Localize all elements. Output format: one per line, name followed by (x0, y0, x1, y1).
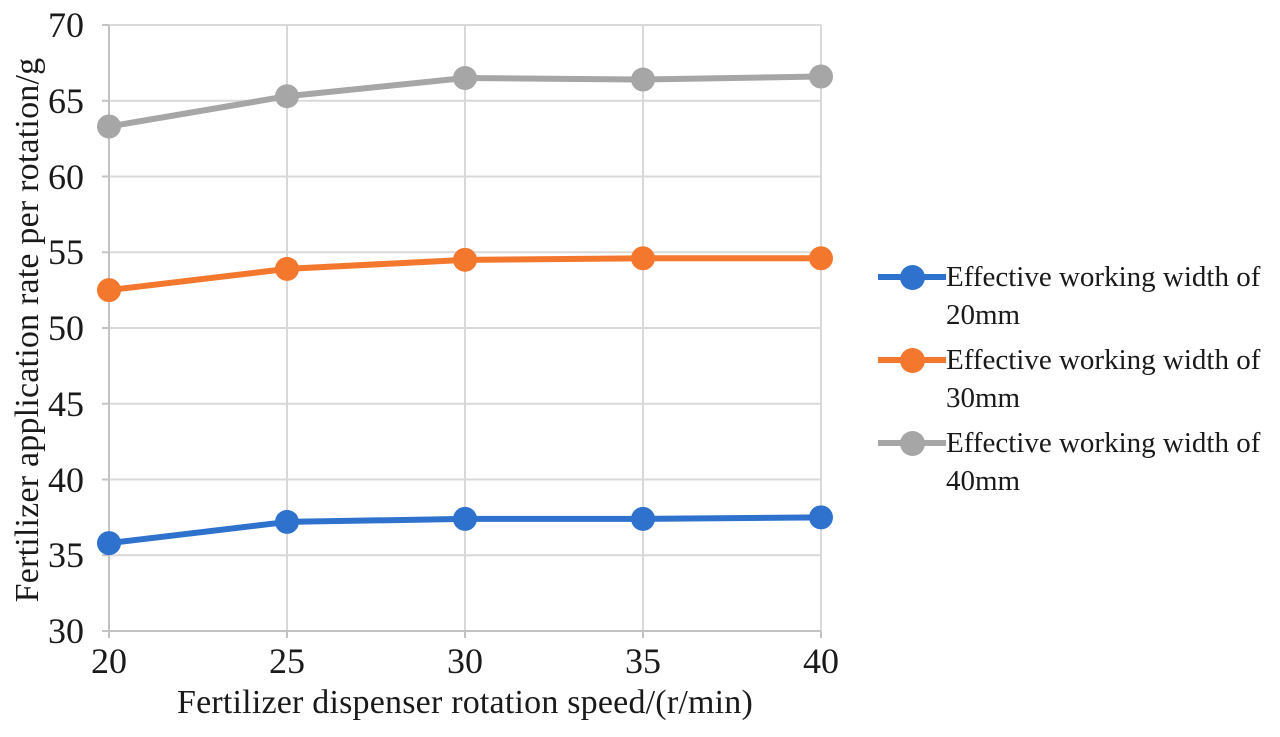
y-tick-label: 70 (48, 5, 84, 45)
data-point (809, 64, 833, 89)
data-point (97, 114, 121, 139)
legend-line-marker-icon (878, 258, 946, 296)
legend-label-line1: Effective working width of (946, 344, 1261, 376)
legend-line-marker-icon (878, 341, 946, 379)
x-tick-label: 40 (803, 641, 839, 681)
legend-dot-icon (900, 265, 925, 290)
y-tick-label: 55 (48, 232, 84, 273)
legend-entry: Effective working width of 40mm (878, 424, 1260, 500)
data-point (631, 67, 655, 92)
legend-label: Effective working width of 30mm (946, 341, 1260, 417)
legend-label-line2: 40mm (946, 465, 1021, 497)
data-point (275, 256, 299, 281)
y-tick-label: 35 (48, 535, 84, 576)
x-axis-title: Fertilizer dispenser rotation speed/(r/m… (176, 684, 754, 721)
data-point (275, 84, 299, 109)
legend-label-line2: 30mm (946, 382, 1021, 414)
legend-label-line1: Effective working width of (946, 261, 1261, 293)
data-point (453, 66, 477, 91)
legend-label: Effective working width of 40mm (946, 424, 1260, 500)
x-tick-label: 30 (447, 641, 483, 681)
y-tick-label: 50 (48, 308, 84, 348)
data-point (97, 278, 121, 303)
x-tick-label: 20 (91, 641, 127, 681)
legend-label-line2: 20mm (946, 299, 1021, 331)
y-tick-label: 30 (48, 611, 84, 651)
legend-entry: Effective working width of 30mm (878, 341, 1260, 417)
data-point (453, 506, 477, 531)
legend-line-marker-icon (878, 424, 946, 462)
legend-entry: Effective working width of 20mm (878, 258, 1260, 334)
y-tick-label: 45 (48, 383, 84, 424)
data-point (631, 506, 655, 531)
x-tick-label: 35 (625, 641, 661, 681)
legend-label-line1: Effective working width of (946, 427, 1261, 459)
data-point (631, 246, 655, 271)
data-point (275, 509, 299, 534)
legend-dot-icon (900, 431, 925, 456)
y-tick-label: 65 (48, 80, 84, 121)
data-point (809, 246, 833, 271)
legend-label: Effective working width of 20mm (946, 258, 1260, 334)
legend: Effective working width of 20mm Effectiv… (878, 258, 1260, 500)
x-tick-label: 25 (269, 641, 305, 681)
data-point (809, 505, 833, 530)
data-point (97, 531, 121, 556)
legend-dot-icon (900, 348, 925, 373)
y-tick-label: 60 (48, 156, 84, 197)
data-point (453, 247, 477, 272)
y-tick-label: 40 (48, 459, 84, 500)
